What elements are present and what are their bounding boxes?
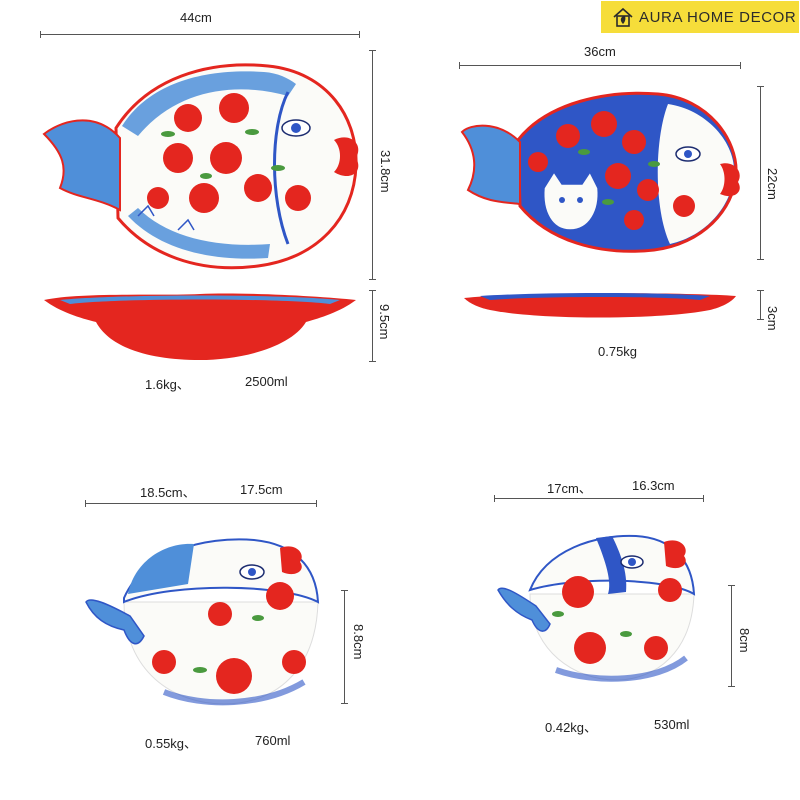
- large-plate-weight-label: 1.6kg、: [145, 377, 190, 392]
- medium-plate-depth-label: 3cm: [765, 306, 780, 331]
- large-bowl-size-b-label: 17.5cm: [240, 482, 283, 497]
- large-bowl-height-label: 8.8cm: [351, 624, 366, 660]
- medium-plate-length-line: [760, 86, 761, 260]
- large-bowl-height-line: [344, 590, 345, 704]
- large-bowl-width-line: [85, 503, 317, 504]
- large-fish-bowl-image: [85, 538, 320, 706]
- large-plate-width-line: [40, 34, 360, 35]
- large-plate-length-label: 31.8cm: [378, 150, 393, 193]
- medium-fish-plate-side-image: [464, 293, 736, 318]
- medium-plate-weight-label: 0.75kg: [598, 344, 638, 359]
- small-bowl-capacity-label: 530ml: [654, 717, 690, 732]
- large-fish-plate-side-image: [44, 293, 356, 360]
- large-plate-depth-label: 9.5cm: [377, 304, 392, 340]
- large-bowl-size-a-label: 18.5cm、: [140, 485, 196, 500]
- small-bowl-weight-label: 0.42kg、: [545, 720, 598, 735]
- large-fish-plate-top-image: [42, 63, 359, 270]
- medium-plate-width-line: [459, 65, 741, 66]
- medium-plate-width-label: 36cm: [584, 44, 616, 59]
- small-bowl-height-label: 8cm: [737, 628, 752, 653]
- brand-badge: AURA HOME DECOR: [601, 1, 799, 33]
- large-bowl-capacity-label: 760ml: [255, 733, 291, 748]
- medium-plate-depth-line: [760, 290, 761, 320]
- brand-name: AURA HOME DECOR: [639, 8, 797, 26]
- medium-plate-length-label: 22cm: [765, 168, 780, 200]
- small-bowl-width-line: [494, 498, 704, 499]
- medium-fish-plate-top-image: [460, 91, 740, 253]
- large-plate-capacity-label: 2500ml: [245, 374, 288, 389]
- small-fish-bowl-image: [497, 534, 696, 682]
- large-plate-width-label: 44cm: [180, 10, 212, 25]
- small-bowl-height-line: [731, 585, 732, 687]
- small-bowl-size-b-label: 16.3cm: [632, 478, 675, 493]
- small-bowl-size-a-label: 17cm、: [547, 481, 592, 496]
- large-bowl-weight-label: 0.55kg、: [145, 736, 198, 751]
- large-plate-length-line: [372, 50, 373, 280]
- large-plate-depth-line: [372, 290, 373, 362]
- house-leaf-logo-icon: [613, 7, 633, 27]
